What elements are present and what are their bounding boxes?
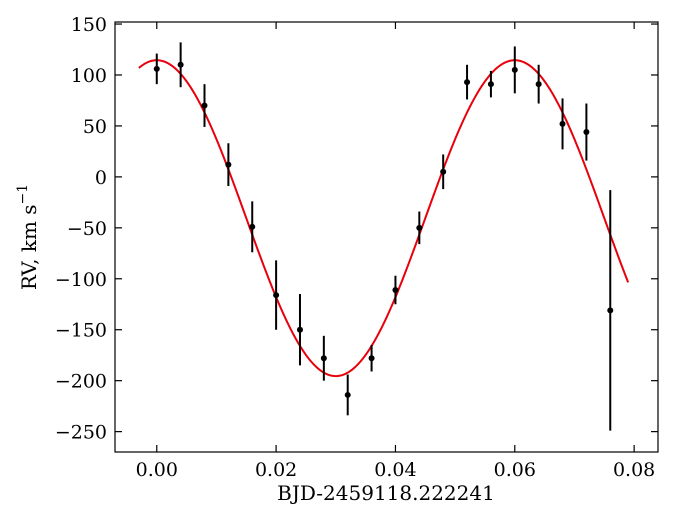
data-point [201, 102, 208, 109]
y-tick-label: −150 [55, 320, 107, 342]
y-tick-label: 0 [95, 167, 107, 189]
x-tick-label: 0.04 [374, 459, 416, 481]
data-point [177, 61, 184, 68]
y-tick-label: 50 [83, 116, 107, 138]
data-point [225, 161, 232, 168]
data-point [440, 168, 447, 175]
data-point [320, 355, 327, 362]
x-axis-label: BJD-2459118.222241 [277, 481, 495, 505]
x-tick-label: 0.06 [494, 459, 536, 481]
y-tick-label: −200 [55, 371, 107, 393]
y-axis-label-superscript: −1 [15, 184, 31, 205]
data-point [559, 120, 566, 127]
data-point [273, 292, 280, 299]
y-tick-label: 100 [71, 65, 107, 87]
data-point [583, 129, 590, 136]
data-point [296, 326, 303, 333]
data-point [416, 224, 423, 231]
x-tick-label: 0.02 [255, 459, 297, 481]
data-point [464, 79, 471, 86]
data-point [344, 391, 351, 398]
x-tick-label: 0.00 [136, 459, 178, 481]
y-axis-label: RV, km s−1 [15, 184, 41, 290]
data-point [153, 65, 160, 72]
data-point [535, 81, 542, 88]
y-tick-label: −50 [67, 218, 107, 240]
data-point [368, 355, 375, 362]
data-point [487, 81, 494, 88]
data-point [511, 66, 518, 73]
y-tick-label: 150 [71, 14, 107, 36]
model-curve [138, 59, 630, 378]
y-tick-label: −250 [55, 422, 107, 444]
y-tick-label: −100 [55, 269, 107, 291]
x-tick-label: 0.08 [613, 459, 655, 481]
plot-frame [114, 21, 659, 453]
data-point [607, 307, 614, 314]
data-point [249, 223, 256, 230]
data-point [392, 286, 399, 293]
